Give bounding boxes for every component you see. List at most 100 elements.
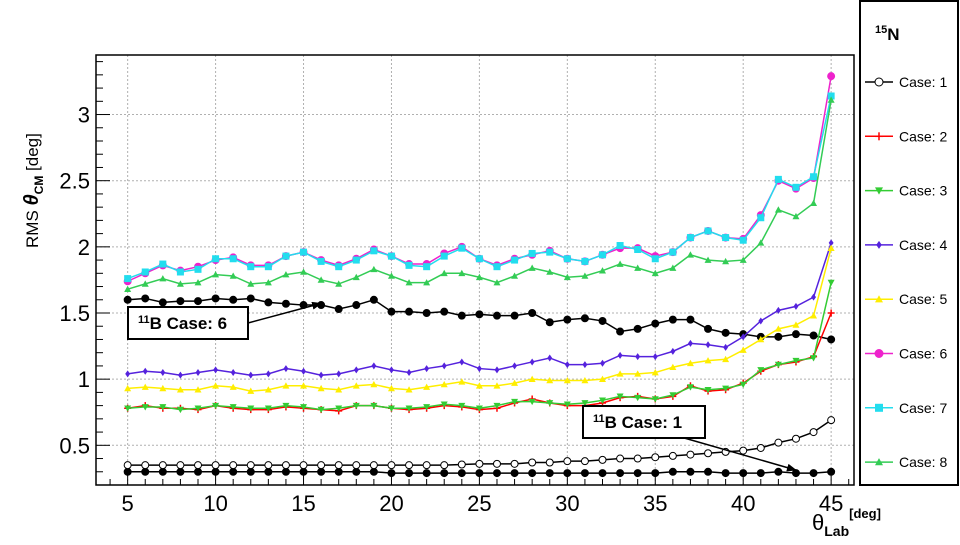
data-point [229, 467, 238, 476]
data-point [874, 77, 884, 87]
data-point [740, 333, 746, 341]
data-point [423, 383, 431, 390]
data-point [704, 357, 712, 364]
data-point [774, 361, 782, 369]
legend-label: Case: 1 [899, 74, 947, 90]
data-point [774, 175, 782, 183]
legend-entries: Case: 1 Case: 2 Case: 3 Case: 4 Case: 5 Case:… [865, 74, 947, 470]
data-point [721, 469, 730, 478]
y-tick-label: 2 [78, 235, 90, 260]
data-point [125, 370, 131, 378]
data-point [809, 428, 818, 437]
data-point [423, 404, 431, 411]
data-point [475, 273, 483, 281]
data-point [176, 280, 184, 287]
data-point [369, 461, 378, 470]
data-point [123, 295, 132, 304]
data-point [194, 297, 203, 306]
legend-title: 15N [875, 24, 900, 44]
y-tick-label: 2.5 [59, 169, 90, 194]
data-point [528, 375, 536, 382]
data-point [792, 183, 800, 191]
data-point [792, 357, 800, 365]
data-point [704, 256, 712, 263]
data-point [827, 96, 835, 103]
data-point [686, 251, 694, 258]
annotation-text: B Case: 1 [605, 413, 682, 432]
data-point [545, 458, 554, 467]
data-point [651, 453, 660, 462]
data-point [511, 272, 519, 279]
annotation-label: 11B Case: 1 [593, 413, 682, 432]
data-point [529, 358, 535, 366]
data-point [528, 264, 536, 271]
data-point [722, 257, 730, 265]
data-point [176, 297, 185, 306]
data-point [387, 405, 395, 412]
data-point [616, 370, 624, 377]
data-point [335, 280, 343, 287]
data-point [158, 298, 167, 307]
data-point [492, 459, 501, 468]
data-point [704, 324, 713, 333]
data-point [493, 402, 501, 410]
data-point [670, 347, 676, 355]
data-point [651, 255, 659, 263]
data-point [758, 317, 764, 325]
data-point [774, 206, 782, 213]
data-point [580, 314, 589, 323]
data-point [651, 396, 659, 403]
data-point [124, 384, 132, 392]
data-point [335, 405, 343, 412]
data-point [492, 469, 501, 478]
data-point [317, 461, 326, 470]
data-point [546, 400, 554, 407]
data-point [317, 384, 325, 392]
data-point [141, 383, 149, 390]
data-point [299, 461, 308, 470]
data-point [774, 438, 783, 447]
data-point [774, 467, 783, 476]
data-point [599, 251, 607, 259]
data-point [141, 404, 149, 411]
data-point [281, 461, 290, 470]
legend-item: Case: 7 [865, 400, 947, 416]
data-point [791, 330, 800, 339]
data-point [774, 332, 783, 341]
data-point [229, 295, 238, 304]
data-point [194, 405, 202, 412]
data-point [563, 401, 571, 408]
data-point [686, 450, 695, 459]
data-point [194, 265, 202, 273]
data-point [282, 382, 290, 389]
data-point [317, 257, 325, 265]
data-point [756, 469, 765, 478]
data-point [458, 378, 466, 385]
data-point [160, 369, 166, 377]
legend-label: Case: 2 [899, 128, 947, 144]
data-point [668, 451, 677, 460]
data-point [669, 264, 677, 271]
data-point [651, 369, 659, 376]
data-point [141, 461, 150, 470]
axes: 5 10 15 20 25 30 35 40 45 0.5 1 1.5 2 2.5 3 [59, 61, 850, 516]
data-point [212, 382, 220, 389]
data-point [317, 301, 326, 310]
data-point [563, 469, 572, 478]
data-point [563, 457, 572, 466]
data-point [387, 252, 395, 260]
data-point [301, 367, 306, 375]
data-point [282, 402, 290, 410]
series-4 [125, 239, 834, 379]
data-point [335, 386, 343, 393]
data-point [580, 469, 589, 478]
data-point [686, 359, 694, 367]
data-point [353, 366, 359, 374]
data-point [721, 328, 730, 337]
data-point [475, 469, 484, 478]
data-point [194, 279, 202, 286]
data-point [300, 404, 308, 411]
data-point [581, 400, 589, 407]
